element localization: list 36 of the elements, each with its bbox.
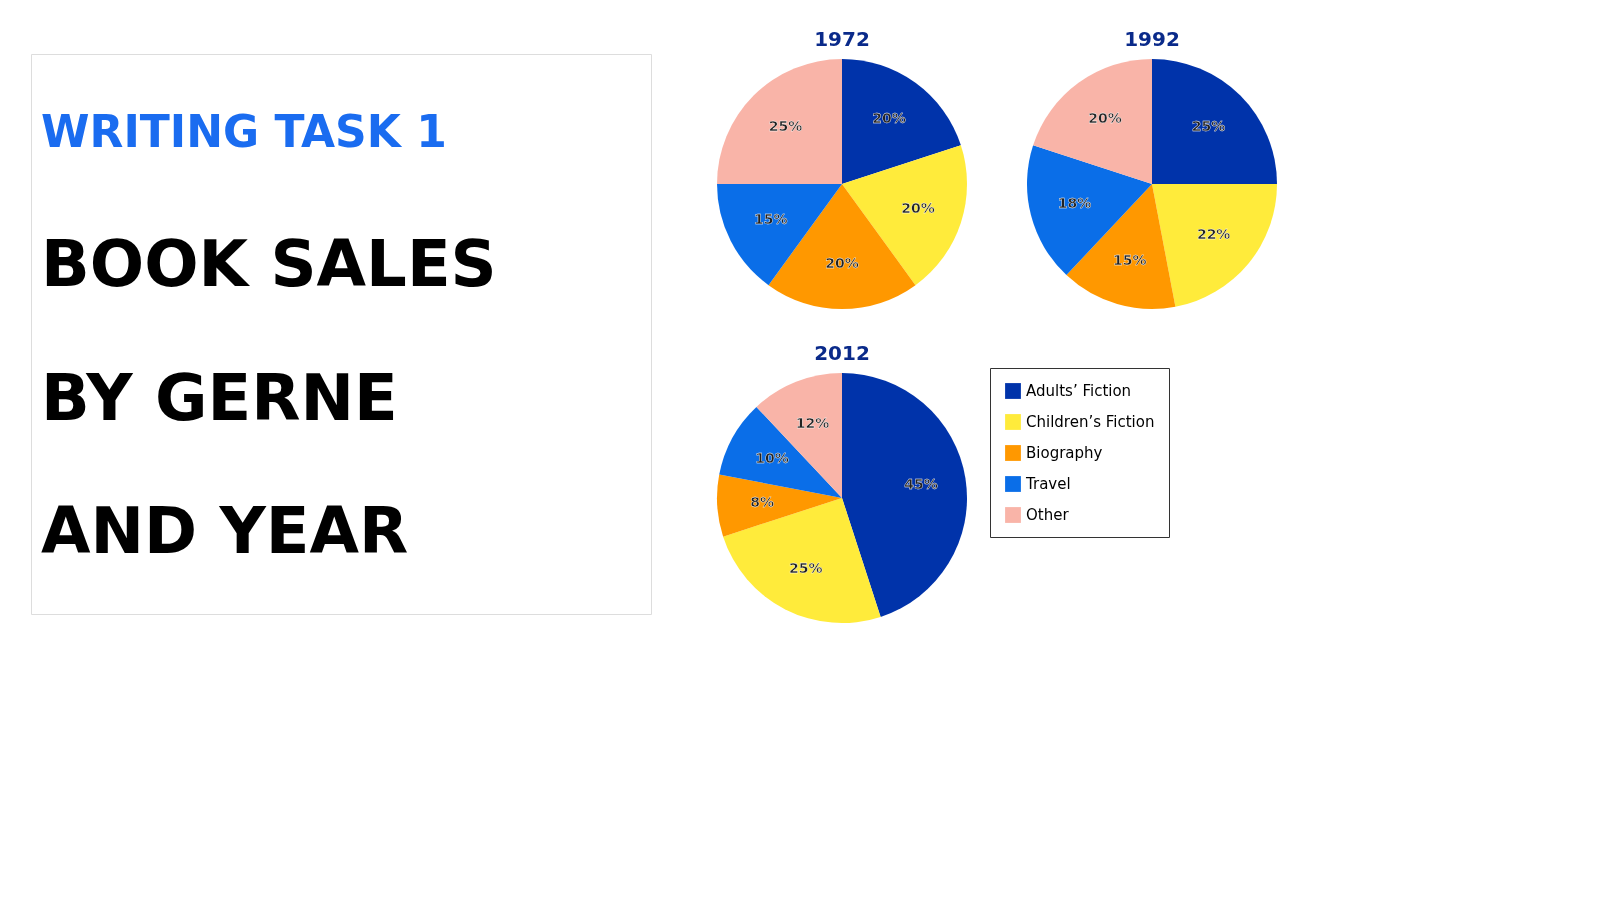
legend-label: Children’s Fiction <box>1026 413 1155 431</box>
chart-title: 1972 <box>814 27 870 51</box>
pie-slice <box>1152 184 1277 307</box>
data-label: 20% <box>825 255 859 271</box>
pie-slice <box>1033 59 1152 184</box>
text: WRITING TASK 1 <box>41 106 447 157</box>
chart-title: 1992 <box>1124 27 1180 51</box>
data-label: 20% <box>901 199 935 216</box>
pie-slice <box>717 59 842 184</box>
data-label: 20% <box>872 110 906 127</box>
pie-slice <box>719 406 842 498</box>
pie-slice <box>717 474 842 537</box>
data-label: 20% <box>1088 110 1122 127</box>
legend-label: Biography <box>1026 444 1103 462</box>
pie-slice <box>842 373 967 617</box>
data-label: 45% <box>904 476 938 493</box>
pie-slice <box>756 373 842 498</box>
text: BOOK SALES BY GERNE AND YEAR <box>41 227 497 568</box>
data-label: 10% <box>755 450 789 467</box>
legend-label: Adults’ Fiction <box>1026 382 1132 400</box>
legend-label: Travel <box>1025 475 1071 493</box>
data-label: 15% <box>1112 251 1147 268</box>
data-label: 15% <box>753 211 788 228</box>
legend-label: Other <box>1026 506 1070 524</box>
pie-slice <box>1027 145 1152 276</box>
data-label: 25% <box>1191 118 1226 135</box>
data-label: 18% <box>1057 194 1092 211</box>
pie-slice <box>1152 59 1277 184</box>
chart-title: 2012 <box>814 341 870 365</box>
data-label: 25% <box>788 560 823 577</box>
data-label: 25% <box>768 118 803 135</box>
data-label: 12% <box>795 414 830 431</box>
pie-slice <box>723 498 881 623</box>
pie-slice <box>842 59 961 184</box>
data-label: 22% <box>1196 225 1231 242</box>
data-label: 8% <box>750 494 775 511</box>
